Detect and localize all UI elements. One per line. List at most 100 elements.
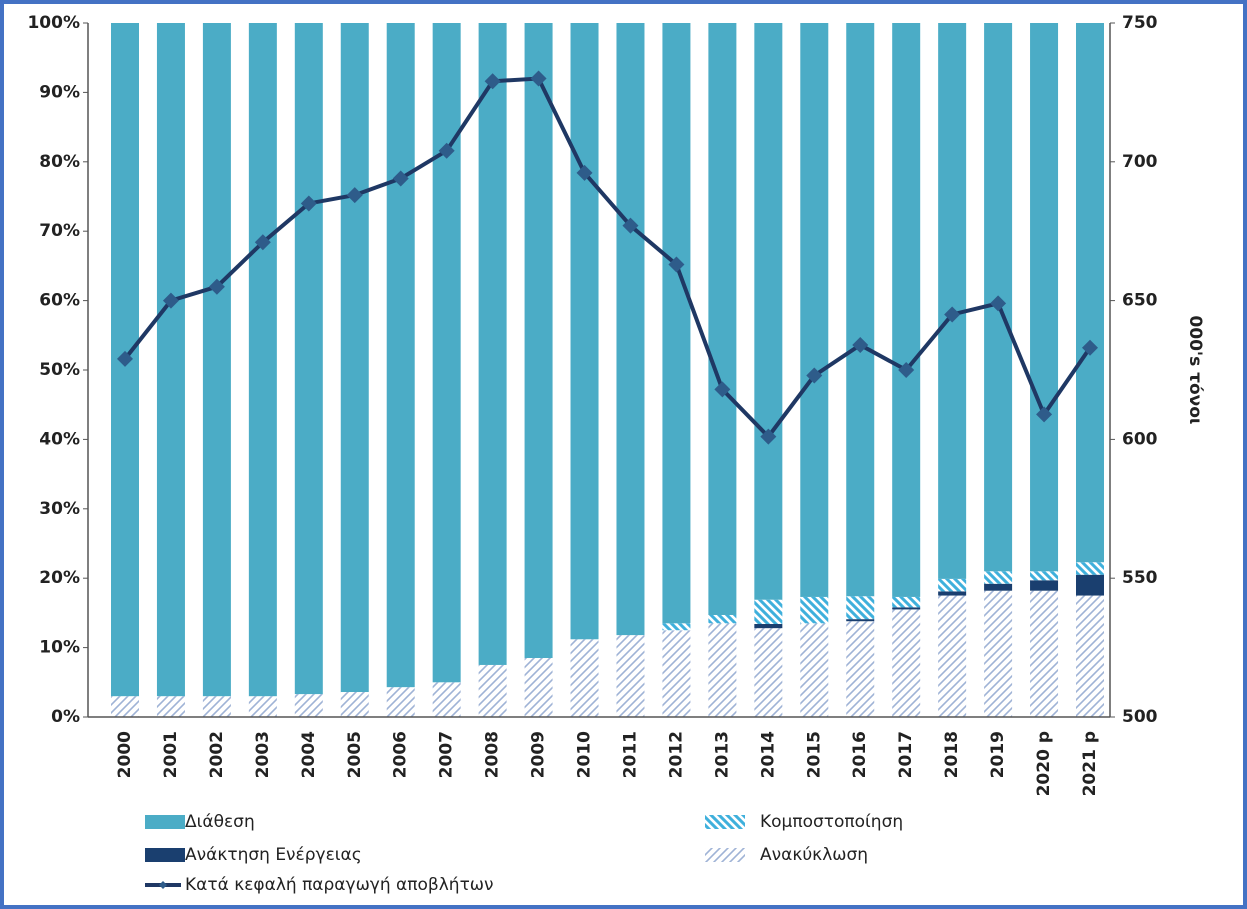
- legend-label: Κομποστοποίηση: [760, 812, 903, 832]
- bar-segment: [524, 23, 553, 659]
- x-tick-label: 2006: [391, 731, 411, 778]
- bar-segment: [800, 596, 829, 624]
- bar-segment: [754, 628, 783, 717]
- bar-segment: [846, 596, 875, 620]
- x-tick-label: 2019: [988, 731, 1008, 778]
- bar-segment: [386, 23, 415, 688]
- legend-label: Ανακύκλωση: [760, 845, 868, 865]
- x-tick-label: 2013: [712, 731, 732, 778]
- y2-tick-label: 600: [1122, 429, 1158, 449]
- line-marker: [1036, 406, 1053, 423]
- bar-segment: [938, 595, 967, 717]
- bar-segment: [662, 630, 691, 717]
- line-marker: [254, 234, 271, 251]
- line-marker: [1082, 339, 1098, 356]
- bar-segment: [846, 621, 875, 717]
- x-tick-label: 2002: [207, 731, 227, 778]
- bar-segment: [340, 23, 369, 693]
- y-tick-label: 40%: [39, 429, 80, 449]
- legend-label: Ανάκτηση Ενέργειας: [185, 845, 362, 865]
- y-tick-label: 100%: [27, 13, 80, 33]
- y2-tick-label: 700: [1122, 152, 1158, 172]
- bar-segment: [202, 23, 231, 697]
- y2-tick-label: 500: [1122, 707, 1158, 727]
- x-tick-label: 2003: [253, 731, 273, 778]
- bar-segment: [478, 23, 507, 665]
- line: [123, 76, 1092, 440]
- bar-segment: [524, 658, 553, 717]
- bar-segment: [708, 23, 737, 615]
- bar-segment: [570, 639, 599, 717]
- bar-segment: [432, 23, 461, 683]
- bar-segment: [800, 623, 829, 717]
- line-marker: [668, 256, 685, 273]
- bar-segment: [984, 583, 1013, 591]
- legend-marker: [159, 881, 167, 889]
- line-marker: [346, 187, 363, 204]
- legend-swatch: [705, 815, 745, 829]
- bar-segment: [846, 619, 875, 622]
- x-tick-label: 2004: [299, 731, 319, 778]
- bar-segment: [1076, 595, 1104, 717]
- bar-segment: [938, 23, 967, 579]
- y-tick-label: 10%: [39, 638, 80, 658]
- legend-swatch: [145, 848, 185, 862]
- x-tick-label: 2014: [758, 731, 778, 778]
- bar-segment: [754, 624, 783, 629]
- line-marker: [208, 278, 225, 295]
- bar-segment: [432, 682, 461, 717]
- bar-segment: [202, 696, 231, 717]
- bar-segment: [156, 696, 185, 717]
- line-marker: [852, 337, 869, 354]
- x-tick-label: 2017: [896, 731, 916, 778]
- x-tick-label: 2007: [437, 731, 457, 778]
- line-marker: [622, 217, 639, 234]
- y-tick-label: 30%: [39, 499, 80, 519]
- y-tick-label: 20%: [39, 568, 80, 588]
- line-marker: [300, 195, 317, 212]
- bar-segment: [984, 590, 1013, 717]
- bar-segment: [892, 596, 921, 608]
- line-marker: [438, 142, 455, 159]
- line-marker: [944, 306, 961, 323]
- bar-segment: [754, 599, 783, 625]
- bar-segment: [1030, 580, 1059, 591]
- x-tick-label: 2005: [345, 731, 365, 778]
- y-tick-label: 50%: [39, 360, 80, 380]
- bar-segment: [111, 696, 139, 717]
- y-tick-label: 60%: [39, 291, 80, 311]
- bar-segment: [294, 694, 323, 717]
- legend-swatch: [145, 815, 185, 829]
- bar-segment: [662, 23, 691, 624]
- bar-segment: [570, 23, 599, 640]
- line-marker: [806, 367, 823, 384]
- bar-segment: [938, 591, 967, 596]
- bar-segment: [294, 23, 323, 695]
- bar-segment: [708, 623, 737, 717]
- y2-tick-label: 650: [1122, 291, 1158, 311]
- line-marker: [714, 381, 731, 398]
- bar-segment: [1076, 23, 1104, 563]
- bar-segment: [892, 607, 921, 610]
- bar-segment: [1030, 571, 1059, 581]
- bar-segment: [846, 23, 875, 597]
- bar-segment: [1076, 574, 1104, 596]
- line-marker: [530, 70, 547, 87]
- y-tick-label: 70%: [39, 221, 80, 241]
- x-tick-label: 2012: [666, 731, 686, 778]
- bar-segment: [340, 692, 369, 717]
- line-marker: [117, 350, 133, 367]
- line-marker: [898, 362, 915, 378]
- line-marker: [162, 292, 179, 309]
- x-tick-label: 2009: [529, 731, 549, 778]
- x-tick-label: 2016: [850, 731, 870, 778]
- bar-segment: [616, 23, 645, 636]
- bar-segment: [248, 23, 277, 697]
- line-marker: [576, 164, 593, 181]
- legend-label: Διάθεση: [185, 812, 255, 832]
- bar-segment: [708, 614, 737, 624]
- x-tick-label: 2018: [942, 731, 962, 778]
- bar-segment: [386, 687, 415, 717]
- bar-segment: [892, 609, 921, 717]
- y2-tick-label: 750: [1122, 13, 1158, 33]
